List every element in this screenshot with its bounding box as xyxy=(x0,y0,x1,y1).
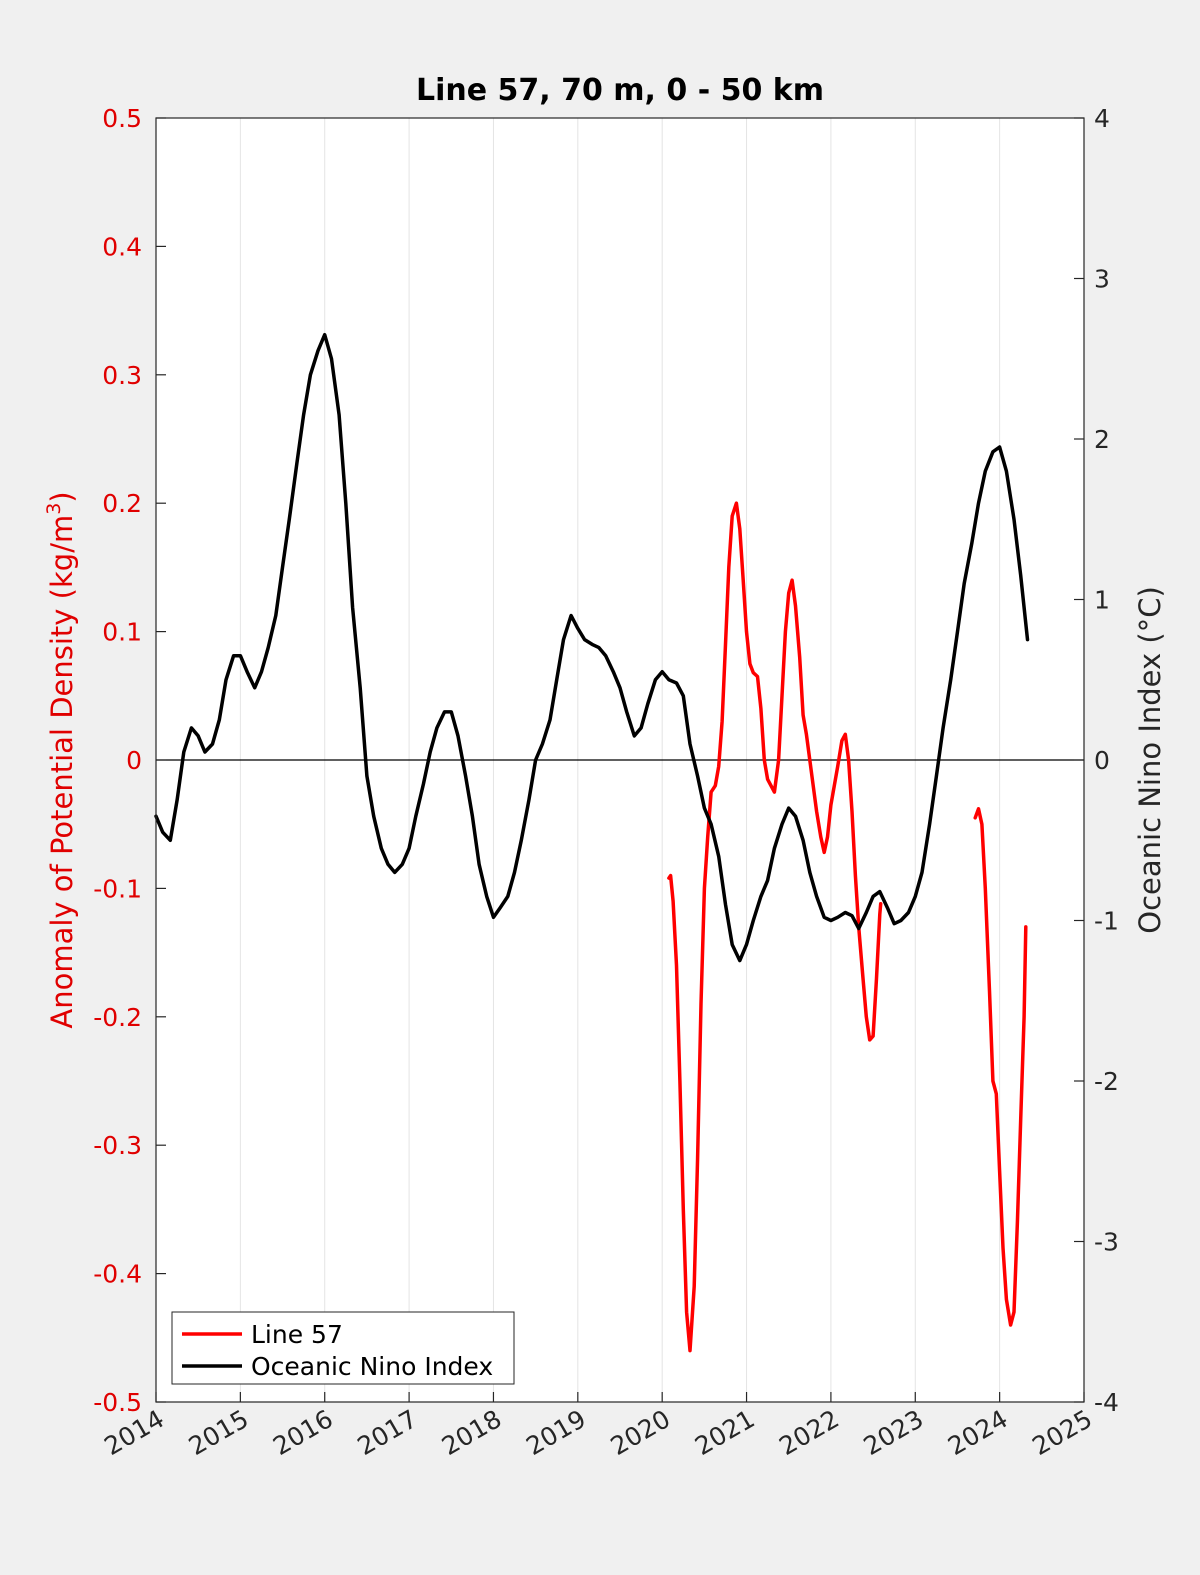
left-tick-label: 0.2 xyxy=(102,489,142,518)
right-tick-label: -4 xyxy=(1094,1388,1119,1417)
left-tick-label: 0 xyxy=(126,746,142,775)
left-tick-label: 0.3 xyxy=(102,361,142,390)
series-lines xyxy=(154,332,1030,1353)
legend-label-line57: Line 57 xyxy=(251,1320,343,1349)
right-tick-label: 4 xyxy=(1094,104,1110,133)
left-axis-label: Anomaly of Potential Density (kg/m3) xyxy=(43,491,79,1028)
left-tick-label: 0.4 xyxy=(102,232,142,261)
right-tick-label: 2 xyxy=(1094,425,1110,454)
left-tick-label: -0.4 xyxy=(93,1260,142,1289)
chart-title: Line 57, 70 m, 0 - 50 km xyxy=(416,73,824,108)
right-tick-label: -2 xyxy=(1094,1067,1119,1096)
left-tick-label: 0.1 xyxy=(102,618,142,647)
right-tick-label: 1 xyxy=(1094,586,1110,615)
left-tick-label: -0.5 xyxy=(93,1388,142,1417)
right-tick-label: 3 xyxy=(1094,265,1110,294)
left-axis-label-suffix: ) xyxy=(45,491,79,502)
legend-box xyxy=(171,1311,515,1385)
right-axis: 4 3 2 1 0 -1 -2 -3 -4 xyxy=(1074,104,1119,1417)
right-axis-label: Oceanic Nino Index (°C) xyxy=(1133,586,1167,934)
right-tick-label: -3 xyxy=(1094,1228,1119,1257)
right-tick-label: 0 xyxy=(1094,746,1110,775)
left-tick-label: -0.1 xyxy=(93,874,142,903)
right-tick-label: -1 xyxy=(1094,907,1119,936)
legend-label-oni: Oceanic Nino Index xyxy=(251,1352,493,1381)
left-axis: 0.5 0.4 0.3 0.2 0.1 0 -0.1 -0.2 -0.3 -0.4 -0.5 xyxy=(93,104,166,1417)
series-line-line-57 xyxy=(973,807,1028,1327)
series-line-oceanic-nino-index xyxy=(154,332,1030,963)
legend: Line 57 Oceanic Nino Index xyxy=(171,1311,515,1385)
left-axis-label-superscript: 3 xyxy=(43,503,65,515)
left-axis-label-main: Anomaly of Potential Density (kg/m xyxy=(45,515,79,1029)
left-tick-label: -0.2 xyxy=(93,1003,142,1032)
left-tick-label: 0.5 xyxy=(102,104,142,133)
series-line-line-57 xyxy=(667,501,883,1353)
left-tick-label: -0.3 xyxy=(93,1131,142,1160)
